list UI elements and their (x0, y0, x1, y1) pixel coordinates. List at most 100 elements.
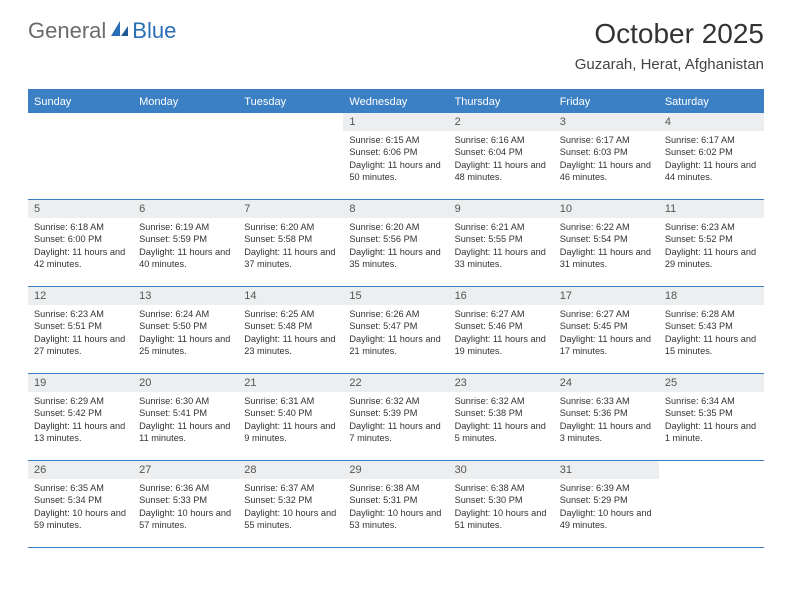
day-number: 14 (238, 287, 343, 305)
day-number: 24 (554, 374, 659, 392)
day-details: Sunrise: 6:19 AMSunset: 5:59 PMDaylight:… (133, 218, 238, 275)
day-details: Sunrise: 6:17 AMSunset: 6:02 PMDaylight:… (659, 131, 764, 188)
day-cell: 10Sunrise: 6:22 AMSunset: 5:54 PMDayligh… (554, 200, 659, 286)
weekday-header: Sunday (28, 91, 133, 113)
day-number: 27 (133, 461, 238, 479)
day-number: 21 (238, 374, 343, 392)
day-cell-empty (659, 461, 764, 547)
day-cell: 17Sunrise: 6:27 AMSunset: 5:45 PMDayligh… (554, 287, 659, 373)
day-number: 13 (133, 287, 238, 305)
day-details: Sunrise: 6:23 AMSunset: 5:52 PMDaylight:… (659, 218, 764, 275)
day-cell: 8Sunrise: 6:20 AMSunset: 5:56 PMDaylight… (343, 200, 448, 286)
day-cell: 27Sunrise: 6:36 AMSunset: 5:33 PMDayligh… (133, 461, 238, 547)
title-block: October 2025 Guzarah, Herat, Afghanistan (575, 18, 764, 73)
day-details: Sunrise: 6:31 AMSunset: 5:40 PMDaylight:… (238, 392, 343, 449)
weekday-header: Tuesday (238, 91, 343, 113)
day-number: 3 (554, 113, 659, 131)
day-number: 30 (449, 461, 554, 479)
day-number: 28 (238, 461, 343, 479)
day-number: 15 (343, 287, 448, 305)
day-cell: 26Sunrise: 6:35 AMSunset: 5:34 PMDayligh… (28, 461, 133, 547)
week-row: 5Sunrise: 6:18 AMSunset: 6:00 PMDaylight… (28, 200, 764, 287)
day-cell: 19Sunrise: 6:29 AMSunset: 5:42 PMDayligh… (28, 374, 133, 460)
weeks-grid: 1Sunrise: 6:15 AMSunset: 6:06 PMDaylight… (28, 113, 764, 548)
day-number: 22 (343, 374, 448, 392)
day-cell: 13Sunrise: 6:24 AMSunset: 5:50 PMDayligh… (133, 287, 238, 373)
day-cell: 24Sunrise: 6:33 AMSunset: 5:36 PMDayligh… (554, 374, 659, 460)
day-cell-empty (28, 113, 133, 199)
day-details: Sunrise: 6:20 AMSunset: 5:58 PMDaylight:… (238, 218, 343, 275)
weekday-header: Saturday (659, 91, 764, 113)
day-details: Sunrise: 6:35 AMSunset: 5:34 PMDaylight:… (28, 479, 133, 536)
day-details: Sunrise: 6:38 AMSunset: 5:31 PMDaylight:… (343, 479, 448, 536)
location-text: Guzarah, Herat, Afghanistan (575, 56, 764, 73)
day-cell-empty (133, 113, 238, 199)
day-details: Sunrise: 6:39 AMSunset: 5:29 PMDaylight:… (554, 479, 659, 536)
day-cell: 14Sunrise: 6:25 AMSunset: 5:48 PMDayligh… (238, 287, 343, 373)
day-cell: 16Sunrise: 6:27 AMSunset: 5:46 PMDayligh… (449, 287, 554, 373)
day-number: 16 (449, 287, 554, 305)
day-number: 11 (659, 200, 764, 218)
day-number: 18 (659, 287, 764, 305)
day-cell: 23Sunrise: 6:32 AMSunset: 5:38 PMDayligh… (449, 374, 554, 460)
day-number: 23 (449, 374, 554, 392)
day-cell: 5Sunrise: 6:18 AMSunset: 6:00 PMDaylight… (28, 200, 133, 286)
day-details: Sunrise: 6:36 AMSunset: 5:33 PMDaylight:… (133, 479, 238, 536)
day-details: Sunrise: 6:27 AMSunset: 5:45 PMDaylight:… (554, 305, 659, 362)
day-number: 19 (28, 374, 133, 392)
day-details: Sunrise: 6:18 AMSunset: 6:00 PMDaylight:… (28, 218, 133, 275)
weekday-header: Monday (133, 91, 238, 113)
weekday-header-row: SundayMondayTuesdayWednesdayThursdayFrid… (28, 91, 764, 113)
week-row: 12Sunrise: 6:23 AMSunset: 5:51 PMDayligh… (28, 287, 764, 374)
day-number: 1 (343, 113, 448, 131)
weekday-header: Friday (554, 91, 659, 113)
day-details: Sunrise: 6:21 AMSunset: 5:55 PMDaylight:… (449, 218, 554, 275)
day-cell: 12Sunrise: 6:23 AMSunset: 5:51 PMDayligh… (28, 287, 133, 373)
day-details: Sunrise: 6:32 AMSunset: 5:38 PMDaylight:… (449, 392, 554, 449)
day-number: 4 (659, 113, 764, 131)
day-number: 25 (659, 374, 764, 392)
day-number: 12 (28, 287, 133, 305)
day-details: Sunrise: 6:20 AMSunset: 5:56 PMDaylight:… (343, 218, 448, 275)
week-row: 1Sunrise: 6:15 AMSunset: 6:06 PMDaylight… (28, 113, 764, 200)
day-details: Sunrise: 6:25 AMSunset: 5:48 PMDaylight:… (238, 305, 343, 362)
day-cell: 28Sunrise: 6:37 AMSunset: 5:32 PMDayligh… (238, 461, 343, 547)
weekday-header: Wednesday (343, 91, 448, 113)
logo: General Blue (28, 18, 176, 44)
day-details: Sunrise: 6:29 AMSunset: 5:42 PMDaylight:… (28, 392, 133, 449)
day-number: 10 (554, 200, 659, 218)
logo-sail-icon (110, 20, 130, 43)
day-cell: 11Sunrise: 6:23 AMSunset: 5:52 PMDayligh… (659, 200, 764, 286)
day-cell: 15Sunrise: 6:26 AMSunset: 5:47 PMDayligh… (343, 287, 448, 373)
day-cell: 22Sunrise: 6:32 AMSunset: 5:39 PMDayligh… (343, 374, 448, 460)
day-cell: 18Sunrise: 6:28 AMSunset: 5:43 PMDayligh… (659, 287, 764, 373)
day-number: 26 (28, 461, 133, 479)
day-number: 31 (554, 461, 659, 479)
day-number: 6 (133, 200, 238, 218)
logo-text-blue: Blue (132, 18, 176, 44)
day-number: 8 (343, 200, 448, 218)
month-title: October 2025 (575, 18, 764, 50)
day-number: 17 (554, 287, 659, 305)
calendar: SundayMondayTuesdayWednesdayThursdayFrid… (28, 89, 764, 548)
day-cell: 9Sunrise: 6:21 AMSunset: 5:55 PMDaylight… (449, 200, 554, 286)
day-cell: 2Sunrise: 6:16 AMSunset: 6:04 PMDaylight… (449, 113, 554, 199)
week-row: 26Sunrise: 6:35 AMSunset: 5:34 PMDayligh… (28, 461, 764, 548)
day-details: Sunrise: 6:30 AMSunset: 5:41 PMDaylight:… (133, 392, 238, 449)
day-cell: 25Sunrise: 6:34 AMSunset: 5:35 PMDayligh… (659, 374, 764, 460)
day-number: 29 (343, 461, 448, 479)
day-cell: 21Sunrise: 6:31 AMSunset: 5:40 PMDayligh… (238, 374, 343, 460)
day-details: Sunrise: 6:16 AMSunset: 6:04 PMDaylight:… (449, 131, 554, 188)
day-details: Sunrise: 6:38 AMSunset: 5:30 PMDaylight:… (449, 479, 554, 536)
day-details: Sunrise: 6:22 AMSunset: 5:54 PMDaylight:… (554, 218, 659, 275)
day-cell: 6Sunrise: 6:19 AMSunset: 5:59 PMDaylight… (133, 200, 238, 286)
weekday-header: Thursday (449, 91, 554, 113)
day-cell: 1Sunrise: 6:15 AMSunset: 6:06 PMDaylight… (343, 113, 448, 199)
day-cell: 4Sunrise: 6:17 AMSunset: 6:02 PMDaylight… (659, 113, 764, 199)
day-details: Sunrise: 6:17 AMSunset: 6:03 PMDaylight:… (554, 131, 659, 188)
day-cell: 29Sunrise: 6:38 AMSunset: 5:31 PMDayligh… (343, 461, 448, 547)
day-cell: 20Sunrise: 6:30 AMSunset: 5:41 PMDayligh… (133, 374, 238, 460)
day-details: Sunrise: 6:23 AMSunset: 5:51 PMDaylight:… (28, 305, 133, 362)
day-details: Sunrise: 6:27 AMSunset: 5:46 PMDaylight:… (449, 305, 554, 362)
day-number: 20 (133, 374, 238, 392)
